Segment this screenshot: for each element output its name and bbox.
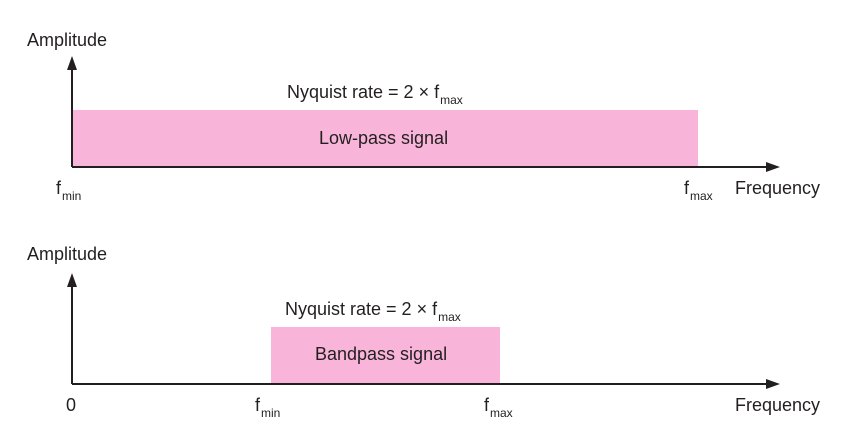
- bandpass-nyquist-subscript: max: [438, 310, 461, 324]
- bandpass-y-arrow: [67, 273, 77, 287]
- bandpass-fmax-main: f: [484, 395, 490, 415]
- lowpass-fmax-main: f: [684, 178, 690, 198]
- lowpass-nyquist-text: Nyquist rate = 2 × f: [287, 82, 440, 102]
- lowpass-band-label: Low-pass signal: [319, 128, 449, 148]
- bandpass-axes: [67, 273, 780, 389]
- bandpass-fmax-sub: max: [490, 406, 513, 420]
- lowpass-nyquist-label: Nyquist rate = 2 × fmax: [287, 82, 463, 107]
- lowpass-nyquist-subscript: max: [440, 93, 463, 107]
- lowpass-band: [73, 110, 698, 166]
- lowpass-fmin-tick: fmin: [56, 178, 82, 203]
- bandpass-fmax-tick: fmax: [484, 395, 513, 420]
- lowpass-fmin-sub: min: [62, 189, 82, 203]
- bandpass-band: [271, 327, 500, 383]
- lowpass-fmin-main: f: [56, 178, 62, 198]
- bandpass-fmin-sub: min: [261, 406, 281, 420]
- bandpass-y-axis-label: Amplitude: [27, 244, 108, 264]
- bandpass-fmin-main: f: [255, 395, 261, 415]
- lowpass-x-arrow: [766, 162, 780, 172]
- lowpass-fmax-tick: fmax: [684, 178, 713, 203]
- lowpass-x-axis-label: Frequency: [735, 178, 821, 198]
- bandpass-origin-label: 0: [66, 395, 77, 415]
- bandpass-x-axis-label: Frequency: [735, 395, 821, 415]
- bandpass-nyquist-text: Nyquist rate = 2 × f: [285, 299, 438, 319]
- lowpass-fmax-sub: max: [690, 189, 713, 203]
- bandpass-diagram: Amplitude Nyquist rate = 2 × fmax Bandpa…: [0, 219, 866, 438]
- bandpass-fmin-tick: fmin: [255, 395, 281, 420]
- bandpass-nyquist-label: Nyquist rate = 2 × fmax: [285, 299, 461, 324]
- lowpass-axes: [67, 56, 780, 172]
- bandpass-band-label: Bandpass signal: [315, 344, 448, 364]
- bandpass-x-arrow: [766, 379, 780, 389]
- lowpass-y-axis-label: Amplitude: [27, 30, 108, 50]
- lowpass-y-arrow: [67, 56, 77, 70]
- lowpass-diagram: Amplitude Nyquist rate = 2 × fmax Low-pa…: [27, 30, 821, 203]
